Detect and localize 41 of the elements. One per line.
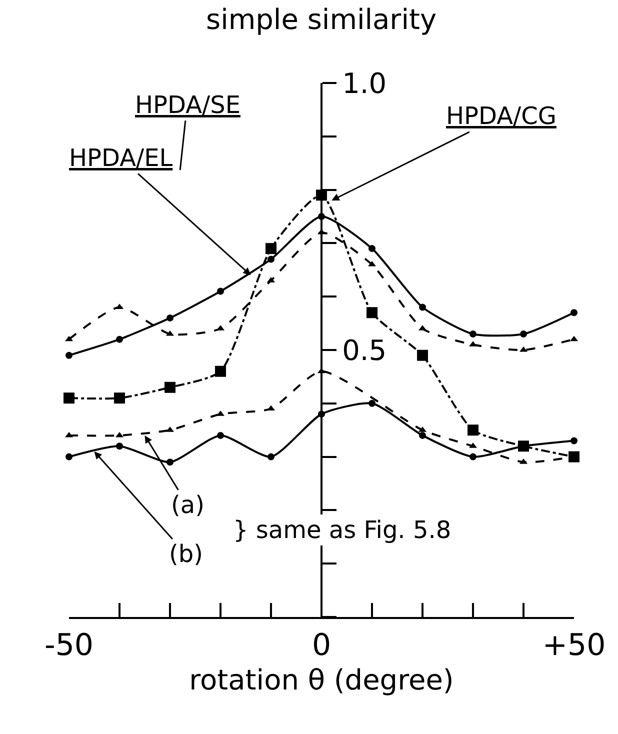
point — [215, 366, 226, 377]
x-axis-title: rotation θ (degree) — [189, 664, 454, 697]
point — [164, 382, 176, 393]
point — [217, 432, 224, 439]
point — [116, 442, 123, 450]
point — [268, 256, 274, 263]
point — [470, 330, 476, 338]
point — [66, 352, 72, 359]
annotation: HPDA/EL — [69, 144, 174, 172]
point — [570, 309, 578, 316]
point — [468, 424, 478, 436]
point — [417, 350, 428, 361]
point — [166, 458, 174, 466]
point — [419, 304, 426, 311]
annotation: (b) — [169, 540, 203, 568]
y-tick-label: 1.0 — [342, 66, 387, 100]
y-tick-label: 0.5 — [342, 334, 387, 367]
x-tick-label: -50 — [44, 628, 94, 663]
point — [470, 453, 476, 460]
point — [166, 314, 174, 322]
point — [266, 243, 276, 254]
point — [419, 432, 426, 439]
x-tick-label: +50 — [542, 628, 606, 663]
point — [66, 453, 72, 460]
point — [64, 392, 74, 404]
point — [368, 400, 376, 407]
point — [568, 451, 580, 462]
annotation: (a) — [171, 491, 204, 519]
annotation: HPDA/SE — [135, 91, 240, 119]
annotation: } same as Fig. 5.8 — [233, 516, 452, 544]
point — [368, 245, 376, 252]
annotation: HPDA/CG — [446, 102, 556, 130]
x-tick-label: 0 — [312, 628, 332, 663]
point — [366, 307, 378, 318]
point — [116, 336, 123, 343]
point — [217, 288, 224, 295]
point — [570, 437, 578, 444]
y-axis-title: simple similarity — [206, 3, 437, 36]
point — [520, 330, 527, 338]
point — [268, 453, 274, 460]
point — [114, 392, 125, 404]
